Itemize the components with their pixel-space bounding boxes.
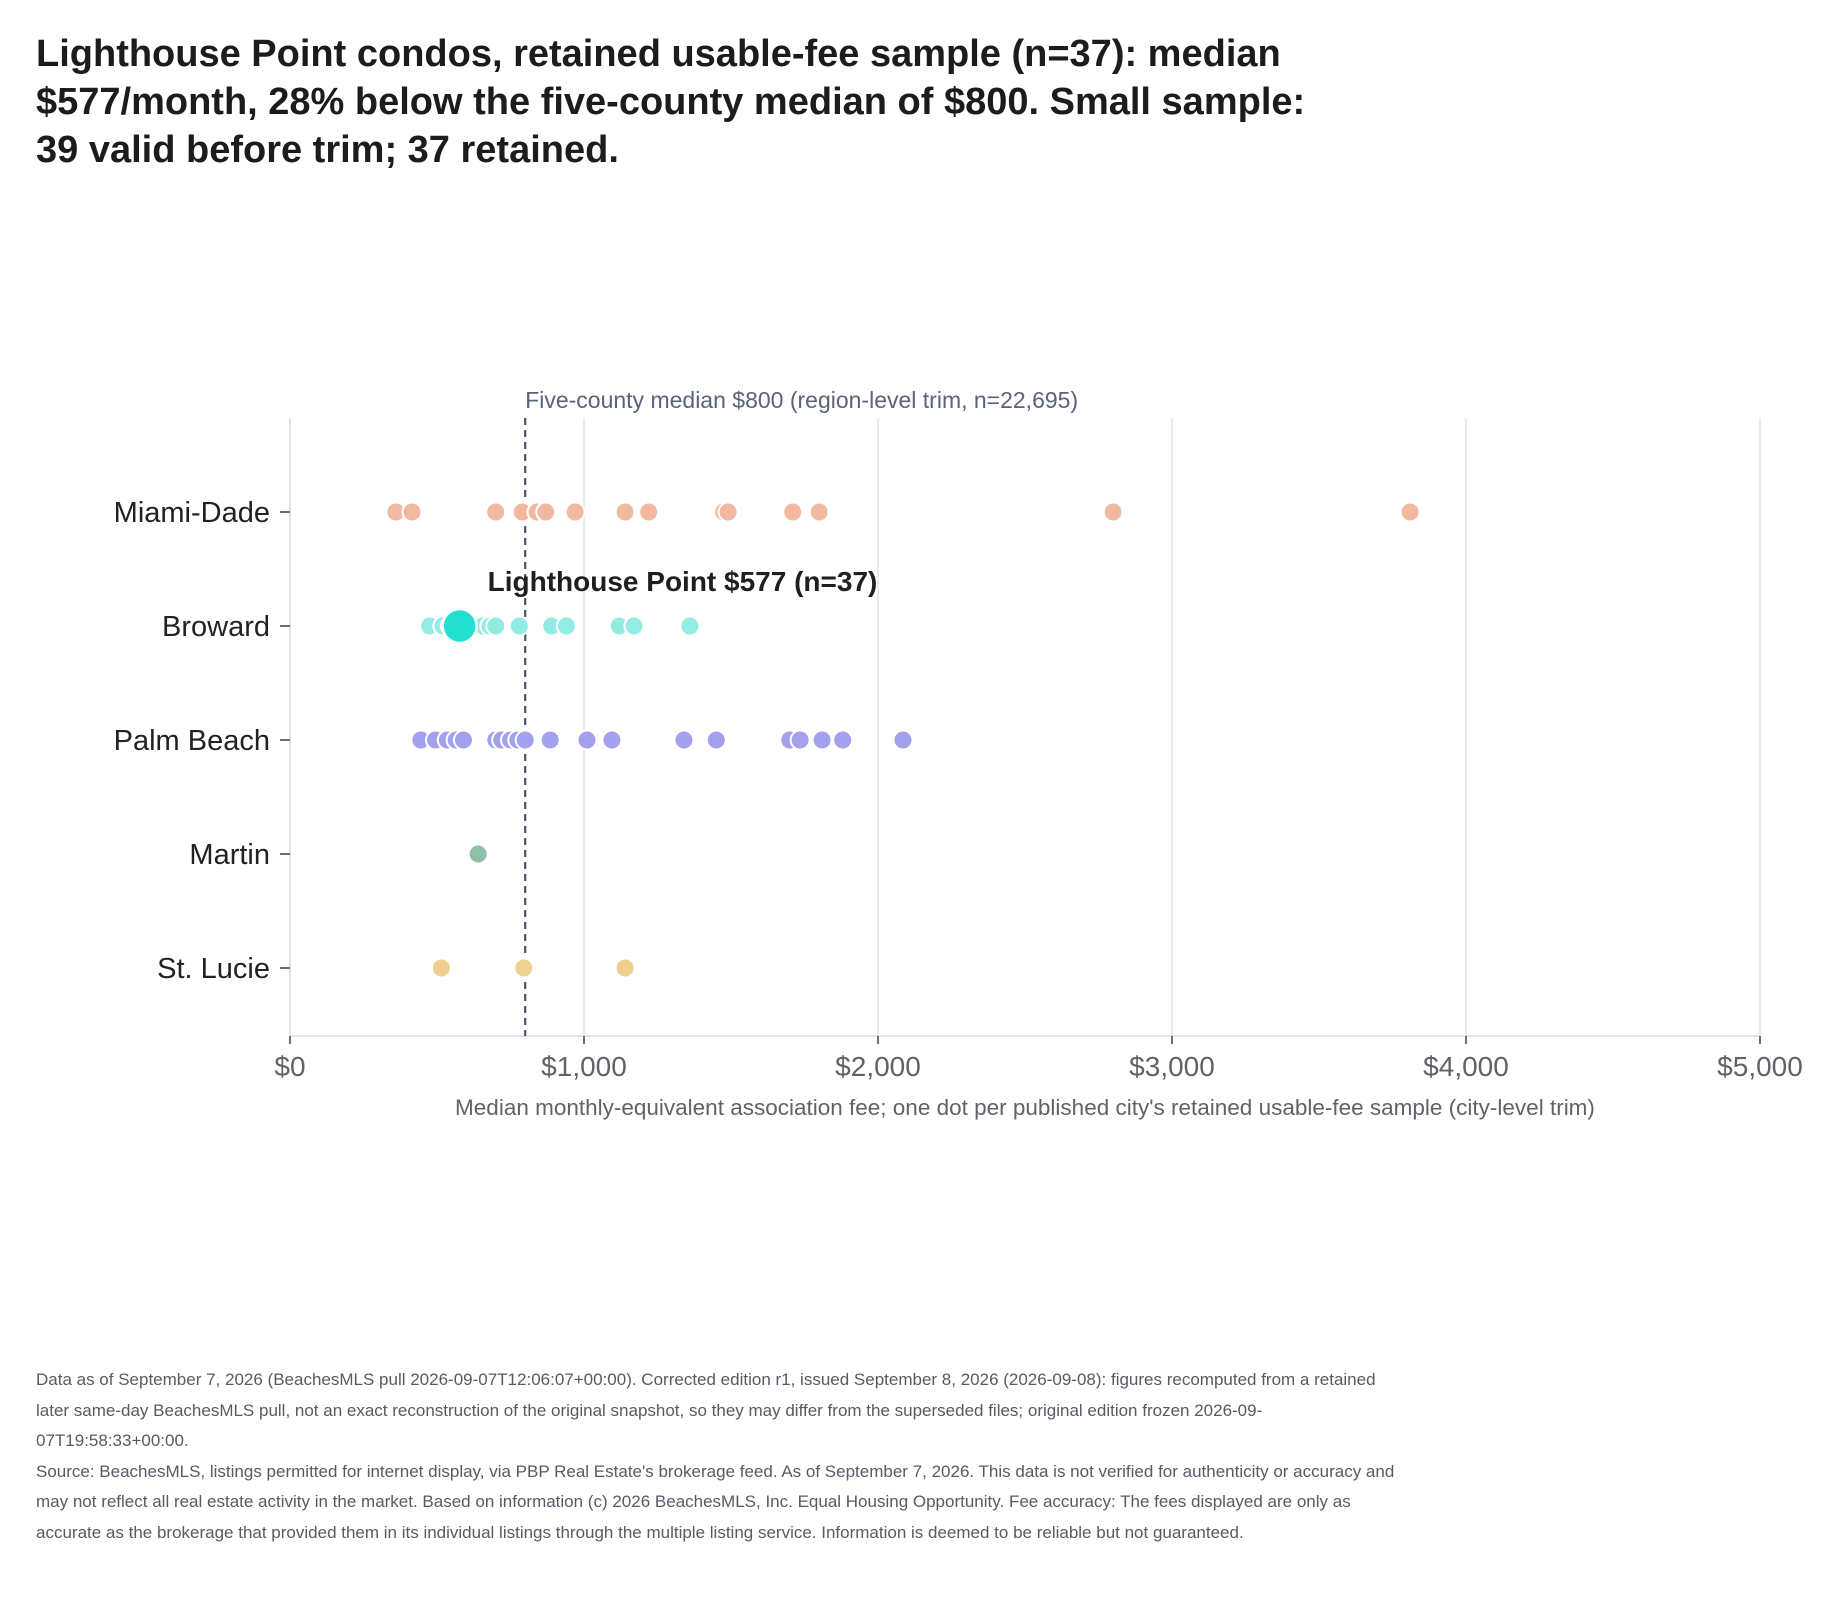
data-point	[614, 501, 636, 523]
data-point	[601, 729, 623, 751]
data-point	[614, 957, 636, 979]
gridlines	[583, 418, 1761, 1036]
data-point	[513, 957, 535, 979]
x-tick-label: $5,000	[1717, 1051, 1803, 1082]
y-category-label: Broward	[162, 611, 270, 643]
y-category-label: Miami-Dade	[114, 497, 270, 529]
data-point	[811, 729, 833, 751]
data-point	[892, 729, 914, 751]
source-note: Source: BeachesMLS, listings permitted f…	[36, 1461, 1395, 1542]
y-category-label: Martin	[189, 839, 270, 871]
data-point	[1102, 501, 1124, 523]
data-point	[623, 615, 645, 637]
data-points	[385, 501, 1421, 979]
x-tick-label: $0	[274, 1051, 305, 1082]
data-point	[1399, 501, 1421, 523]
data-point	[782, 501, 804, 523]
data-note: Data as of September 7, 2026 (BeachesMLS…	[36, 1370, 1376, 1450]
data-point	[638, 501, 660, 523]
x-tick-label: $4,000	[1423, 1051, 1509, 1082]
data-point	[832, 729, 854, 751]
y-category-label: Palm Beach	[114, 725, 270, 757]
data-point	[514, 729, 536, 751]
highlight-point	[441, 607, 478, 645]
data-point	[564, 501, 586, 523]
dot-plot: $0 $1,000 $2,000 $3,000 $4,000 $5,000 Median m…	[114, 387, 1803, 1120]
data-point	[485, 615, 507, 637]
footnotes: Data as of September 7, 2026 (BeachesMLS…	[36, 1365, 1396, 1548]
chart-title: Lighthouse Point condos, retained usable…	[36, 33, 1306, 171]
data-point	[679, 615, 701, 637]
data-point	[539, 729, 561, 751]
highlight-label: Lighthouse Point $577 (n=37)	[488, 566, 878, 597]
annotations: Lighthouse Point $577 (n=37)	[488, 566, 878, 597]
y-category-label: St. Lucie	[157, 953, 270, 985]
reference-line-group: Five-county median $800 (region-level tr…	[524, 387, 1078, 1036]
data-point	[430, 957, 452, 979]
data-point	[717, 501, 739, 523]
x-tick-label: $3,000	[1129, 1051, 1215, 1082]
data-point	[508, 615, 530, 637]
data-point	[452, 729, 474, 751]
data-point	[576, 729, 598, 751]
x-axis-title: Median monthly-equivalent association fe…	[455, 1095, 1595, 1120]
data-point	[485, 501, 507, 523]
axes: $0 $1,000 $2,000 $3,000 $4,000 $5,000 Median m…	[114, 418, 1803, 1120]
data-point	[535, 501, 557, 523]
data-point	[401, 501, 423, 523]
data-point	[789, 729, 811, 751]
data-point	[673, 729, 695, 751]
data-point	[555, 615, 577, 637]
reference-line-label: Five-county median $800 (region-level tr…	[525, 387, 1078, 413]
x-tick-label: $1,000	[541, 1051, 627, 1082]
x-tick-label: $2,000	[835, 1051, 921, 1082]
data-point	[467, 843, 489, 865]
data-point	[808, 501, 830, 523]
data-point	[705, 729, 727, 751]
